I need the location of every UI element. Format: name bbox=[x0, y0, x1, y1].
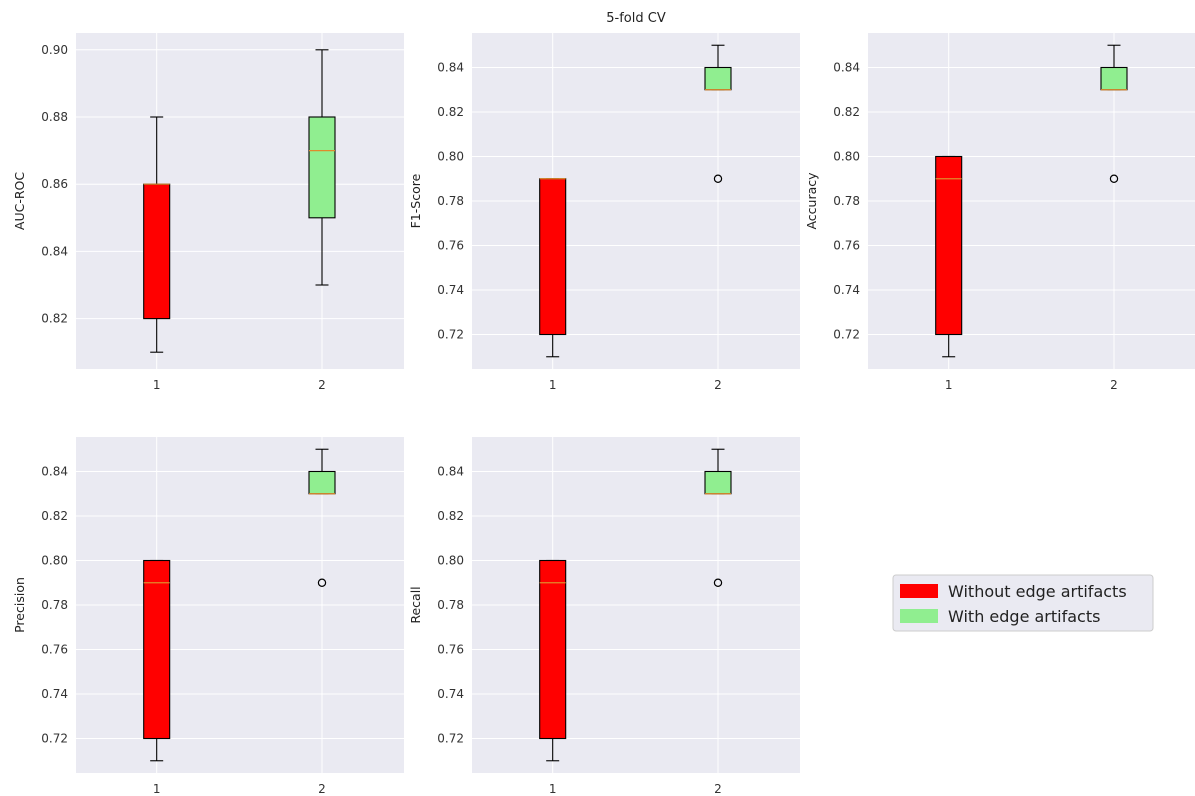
box-body bbox=[308, 470, 336, 495]
box-with-edge-artifacts bbox=[1100, 44, 1128, 183]
y-tick-label: 0.76 bbox=[437, 239, 464, 253]
box-with-edge-artifacts bbox=[704, 44, 732, 183]
y-tick-label: 0.78 bbox=[437, 194, 464, 208]
y-tick-label: 0.78 bbox=[437, 598, 464, 612]
y-tick-label: 0.78 bbox=[833, 194, 860, 208]
box-body bbox=[704, 470, 732, 495]
box-with-edge-artifacts bbox=[308, 49, 336, 286]
y-tick-label: 0.80 bbox=[833, 149, 860, 163]
y-tick-label: 0.74 bbox=[437, 687, 464, 701]
y-tick-label: 0.80 bbox=[437, 553, 464, 567]
x-tick-label: 1 bbox=[153, 782, 161, 796]
y-tick-label: 0.82 bbox=[437, 105, 464, 119]
y-axis-label: Accuracy bbox=[804, 172, 819, 230]
x-tick-label: 1 bbox=[549, 782, 557, 796]
box-without-edge-artifacts bbox=[143, 116, 171, 353]
y-tick-label: 0.72 bbox=[41, 732, 68, 746]
y-tick-label: 0.74 bbox=[41, 687, 68, 701]
subplot-recall: 0.72 0.74 0.76 0.78 0.80 0.82 0.84 1 2 Recall bbox=[408, 437, 800, 796]
y-tick-label: 0.80 bbox=[437, 149, 464, 163]
x-tick-label: 1 bbox=[945, 378, 953, 392]
y-tick-label: 0.84 bbox=[833, 60, 860, 74]
y-tick-label: 0.84 bbox=[437, 464, 464, 478]
figure-title: 5-fold CV bbox=[606, 11, 666, 26]
outlier-point bbox=[713, 174, 723, 183]
box-body bbox=[539, 559, 567, 740]
subplot-auc-roc: 0.82 0.84 0.86 0.88 0.90 1 2 AUC-ROC bbox=[12, 33, 404, 392]
y-tick-label: 0.78 bbox=[41, 598, 68, 612]
box-body bbox=[1100, 66, 1128, 91]
y-tick-label: 0.72 bbox=[437, 732, 464, 746]
box-body bbox=[935, 155, 963, 336]
box-body bbox=[704, 66, 732, 91]
y-tick-label: 0.76 bbox=[41, 643, 68, 657]
y-tick-label: 0.72 bbox=[437, 328, 464, 342]
box-without-edge-artifacts bbox=[143, 559, 171, 762]
outlier-point bbox=[713, 578, 723, 587]
box-body bbox=[539, 178, 567, 336]
box-body bbox=[308, 116, 336, 219]
y-tick-label: 0.84 bbox=[437, 60, 464, 74]
y-tick-label: 0.74 bbox=[437, 283, 464, 297]
y-tick-label: 0.74 bbox=[833, 283, 860, 297]
x-tick-label: 2 bbox=[714, 782, 722, 796]
y-tick-label: 0.72 bbox=[833, 328, 860, 342]
subplot-precision: 0.72 0.74 0.76 0.78 0.80 0.82 0.84 1 2 Precision bbox=[12, 437, 404, 796]
y-tick-label: 0.76 bbox=[833, 239, 860, 253]
subplot-f1-score: 0.72 0.74 0.76 0.78 0.80 0.82 0.84 1 2 F1-Score 5-… bbox=[408, 11, 800, 392]
legend-swatch-without-edge-artifacts bbox=[900, 584, 938, 598]
box-with-edge-artifacts bbox=[704, 448, 732, 587]
legend: Without edge artifacts With edge artifac… bbox=[892, 574, 1154, 632]
box-without-edge-artifacts bbox=[935, 155, 963, 358]
box-without-edge-artifacts bbox=[539, 559, 567, 762]
legend-label-with-edge-artifacts: With edge artifacts bbox=[948, 607, 1100, 626]
outlier-point bbox=[317, 578, 327, 587]
y-tick-label: 0.84 bbox=[41, 244, 68, 258]
outlier-point bbox=[1109, 174, 1119, 183]
y-tick-label: 0.76 bbox=[437, 643, 464, 657]
x-tick-label: 1 bbox=[153, 378, 161, 392]
box-body bbox=[143, 183, 171, 320]
legend-frame bbox=[892, 574, 1154, 632]
y-tick-label: 0.86 bbox=[41, 177, 68, 191]
y-axis-label: Precision bbox=[12, 577, 27, 633]
plot-area bbox=[76, 33, 404, 369]
x-tick-label: 2 bbox=[318, 782, 326, 796]
box-with-edge-artifacts bbox=[308, 448, 336, 587]
y-tick-label: 0.88 bbox=[41, 110, 68, 124]
y-tick-label: 0.82 bbox=[41, 312, 68, 326]
y-axis-label: F1-Score bbox=[408, 173, 423, 228]
y-tick-label: 0.82 bbox=[437, 509, 464, 523]
x-tick-label: 2 bbox=[318, 378, 326, 392]
x-tick-label: 1 bbox=[549, 378, 557, 392]
x-tick-label: 2 bbox=[1110, 378, 1118, 392]
y-tick-label: 0.82 bbox=[833, 105, 860, 119]
legend-swatch-with-edge-artifacts bbox=[900, 609, 938, 623]
box-body bbox=[143, 559, 171, 740]
y-tick-label: 0.84 bbox=[41, 464, 68, 478]
y-tick-label: 0.82 bbox=[41, 509, 68, 523]
y-axis-label: AUC-ROC bbox=[12, 172, 27, 230]
box-without-edge-artifacts bbox=[539, 178, 567, 358]
legend-label-without-edge-artifacts: Without edge artifacts bbox=[948, 582, 1127, 601]
y-axis-label: Recall bbox=[408, 586, 423, 623]
y-tick-label: 0.80 bbox=[41, 553, 68, 567]
subplot-accuracy: 0.72 0.74 0.76 0.78 0.80 0.82 0.84 1 2 Accuracy bbox=[804, 33, 1195, 392]
x-tick-label: 2 bbox=[714, 378, 722, 392]
y-tick-label: 0.90 bbox=[41, 43, 68, 57]
